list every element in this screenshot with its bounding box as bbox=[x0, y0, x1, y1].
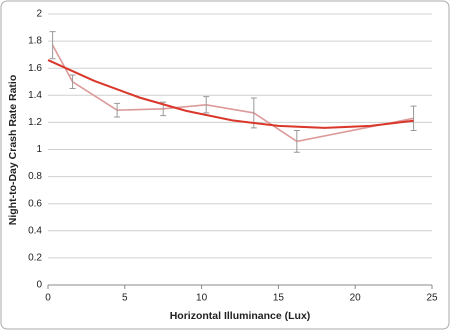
y-tick-label: 0 bbox=[36, 280, 42, 291]
y-tick-label: 1.4 bbox=[28, 90, 42, 101]
y-tick-label: 2 bbox=[36, 9, 42, 20]
x-tick-label: 5 bbox=[122, 293, 128, 304]
series-line bbox=[51, 44, 414, 143]
error-bar bbox=[69, 74, 76, 90]
series-line bbox=[47, 59, 414, 129]
y-tick-label: 0.6 bbox=[28, 198, 42, 209]
error-bar bbox=[410, 105, 417, 132]
x-tick-label: 10 bbox=[196, 293, 208, 304]
error-bar bbox=[203, 96, 210, 114]
y-tick-label: 0.4 bbox=[28, 225, 42, 236]
y-tick-label: 1.6 bbox=[28, 63, 42, 74]
x-tick-label: 25 bbox=[426, 293, 438, 304]
error-bar bbox=[49, 31, 56, 60]
y-axis-title: Night-to-Day Crash Rate Ratio bbox=[7, 75, 19, 226]
y-tick-label: 1 bbox=[36, 144, 42, 155]
x-axis-title: Horizontal Illuminance (Lux) bbox=[170, 310, 311, 322]
x-tick-label: 20 bbox=[350, 293, 362, 304]
error-bar bbox=[293, 130, 300, 153]
y-tick-label: 0.2 bbox=[28, 253, 42, 264]
y-tick-label: 0.8 bbox=[28, 171, 42, 182]
y-tick-label: 1.2 bbox=[28, 117, 42, 128]
y-tick-label: 1.8 bbox=[28, 36, 42, 47]
error-bar bbox=[114, 102, 121, 118]
x-tick-label: 15 bbox=[273, 293, 285, 304]
x-tick-label: 0 bbox=[45, 293, 51, 304]
